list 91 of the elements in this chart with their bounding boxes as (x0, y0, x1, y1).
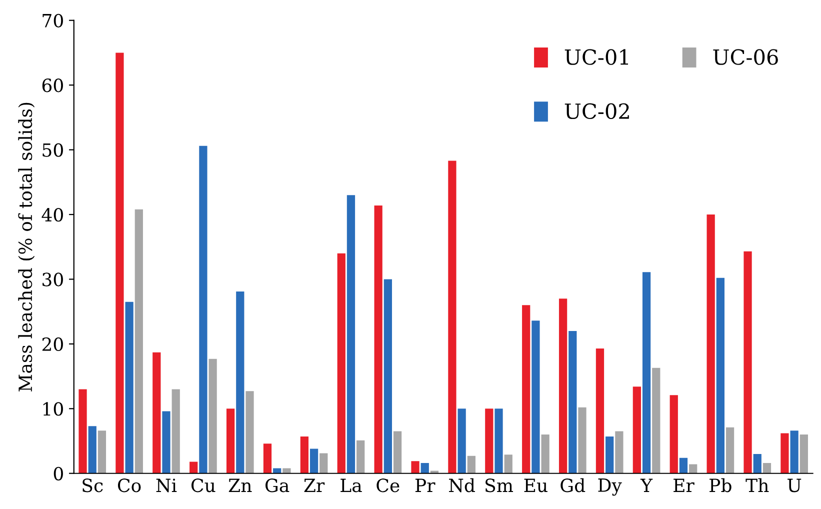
bar (596, 348, 604, 474)
bar (558, 298, 568, 474)
bar (263, 444, 272, 474)
bar (98, 430, 106, 474)
bar (606, 436, 614, 474)
bar (467, 456, 476, 474)
y-tick-label: 60 (42, 78, 63, 92)
bar (172, 389, 180, 474)
bar (485, 408, 494, 474)
bar (726, 427, 734, 474)
bar (374, 205, 382, 474)
x-tick-label: Pb (710, 478, 732, 492)
bar (310, 448, 318, 474)
legend-label: UC-01 (564, 49, 628, 65)
bar (716, 278, 724, 474)
bar (800, 434, 808, 474)
x-tick-label: Sm (486, 478, 514, 492)
bar (282, 468, 291, 474)
bar (346, 195, 356, 474)
x-tick-label: Ga (266, 478, 290, 492)
bar (300, 436, 308, 474)
x-tick-label: Ce (376, 478, 400, 492)
x-tick-label: Dy (598, 478, 622, 496)
bar (226, 408, 235, 474)
bar (356, 440, 365, 474)
bar (190, 462, 198, 474)
bar (780, 433, 789, 474)
bar (532, 320, 540, 474)
x-tick-label: Th (746, 478, 769, 492)
bar (384, 279, 392, 474)
y-tick-label: 20 (42, 337, 63, 352)
y-tick-label: 40 (42, 208, 63, 222)
bar (615, 431, 624, 474)
x-tick-label: Ni (156, 478, 177, 492)
bar (246, 391, 254, 474)
bar (411, 461, 420, 474)
x-tick-label: Y (640, 478, 653, 492)
legend-label: UC-02 (564, 103, 629, 120)
bar (162, 411, 170, 474)
bar (116, 52, 124, 474)
bar (420, 463, 429, 474)
x-tick-label: Co (118, 478, 141, 492)
bar (522, 305, 530, 474)
x-tick-label: La (340, 478, 362, 492)
bar (273, 468, 282, 474)
bar (568, 330, 577, 474)
x-tick-label: Cu (191, 478, 216, 492)
bar (337, 253, 346, 474)
bar (125, 302, 134, 474)
bar (762, 463, 772, 474)
bar (320, 453, 328, 474)
x-tick-label: Er (674, 478, 694, 492)
bar (134, 209, 143, 474)
bar (790, 430, 798, 474)
bar (679, 458, 688, 474)
bar (88, 426, 96, 474)
bar (199, 146, 208, 474)
bar (670, 395, 678, 474)
bar (744, 251, 752, 474)
bar (652, 368, 660, 474)
bar (458, 408, 466, 474)
bar (541, 434, 550, 474)
x-tick-label: Pr (415, 478, 436, 492)
y-tick-label: 0 (54, 466, 63, 480)
y-tick-label: 10 (43, 402, 63, 416)
y-tick-label: 30 (42, 272, 63, 286)
bar (753, 454, 762, 474)
bar (494, 408, 503, 474)
bar (448, 160, 456, 474)
bar (706, 214, 715, 474)
bar (208, 358, 217, 474)
bar (578, 407, 586, 474)
y-tick-label: 70 (42, 14, 63, 28)
y-axis-title: Mass leached (% of total solids) (18, 102, 35, 392)
bar (78, 389, 87, 474)
bar (689, 464, 698, 474)
x-tick-label: Zr (304, 478, 325, 492)
x-tick-label: Gd (560, 478, 586, 492)
x-tick-label: Eu (524, 478, 548, 492)
x-tick-label: Nd (449, 478, 475, 492)
bar (504, 454, 512, 474)
bar (236, 292, 244, 474)
bar (632, 386, 641, 474)
bar (152, 352, 161, 474)
legend-label: UC-06 (713, 49, 778, 65)
x-tick-label: Sc (82, 478, 103, 492)
bar (393, 431, 402, 474)
x-tick-label: U (788, 478, 802, 492)
x-tick-label: Zn (228, 478, 252, 492)
y-tick-label: 50 (42, 143, 63, 157)
bar (642, 272, 651, 474)
